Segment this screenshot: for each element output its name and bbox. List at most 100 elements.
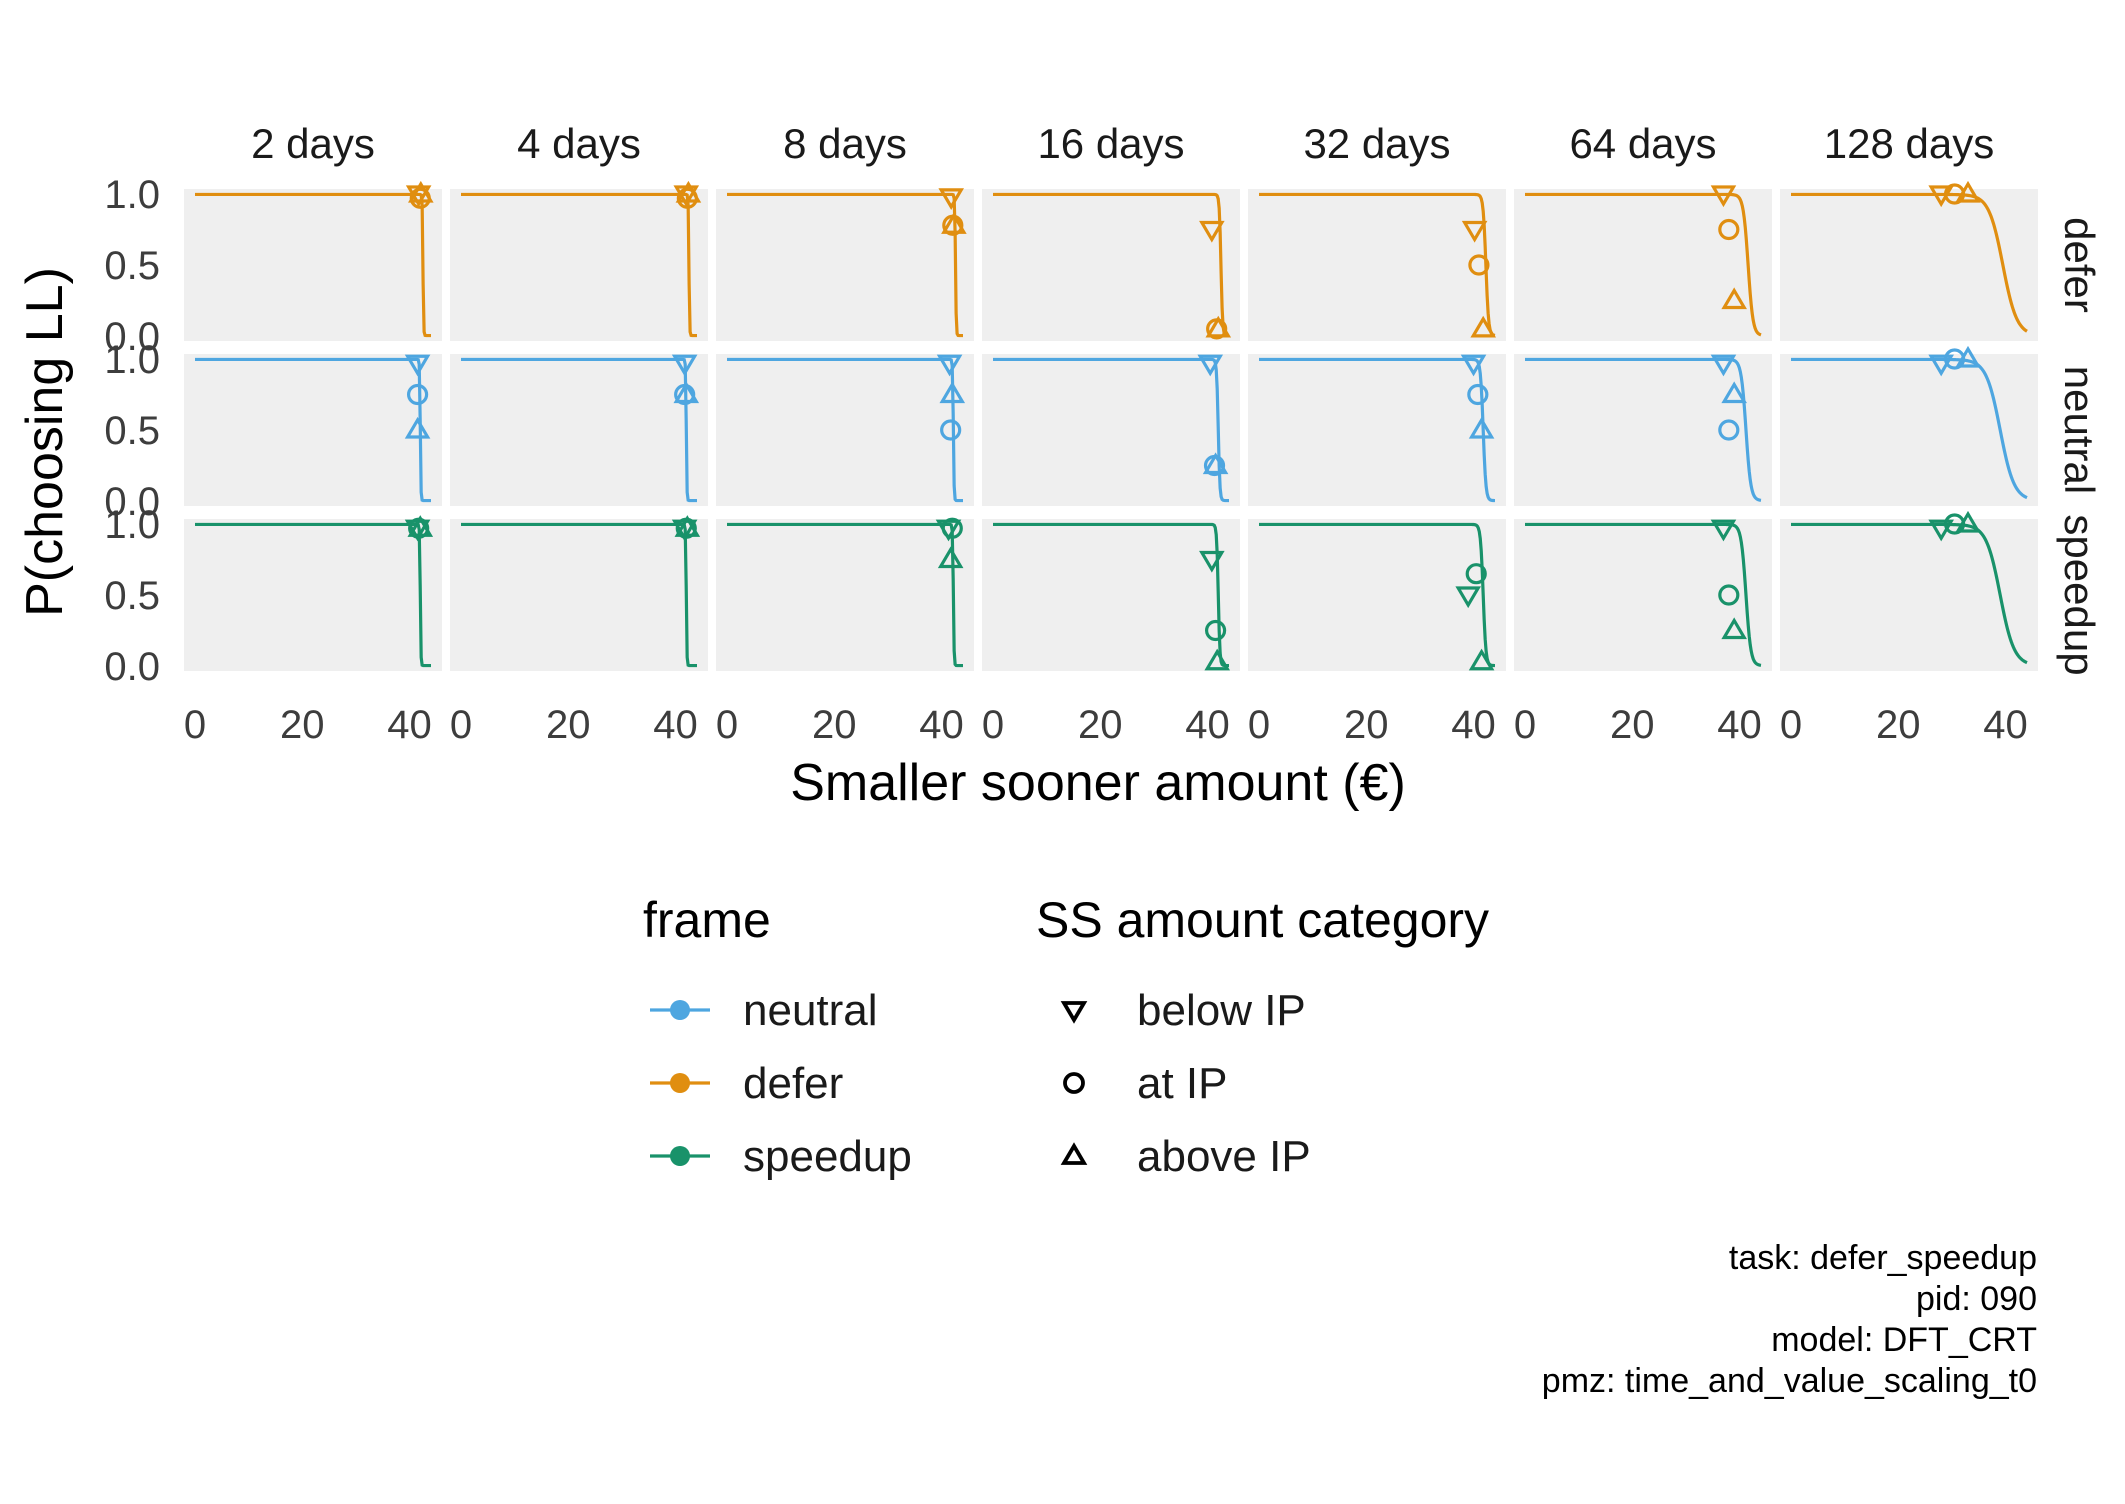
legend-shape-title: SS amount category [1036, 892, 1489, 948]
point-at-ip [1718, 218, 1740, 241]
facet-panel [1514, 189, 1772, 341]
point-above-ip [1955, 510, 1981, 533]
legend-frame-dot-neutral [670, 1000, 690, 1020]
legend-shape-label: below IP [1137, 986, 1306, 1035]
fitted-curve-neutral [461, 357, 697, 503]
x-tick-label: 20 [1344, 703, 1389, 747]
facet-column-label: 16 days [1037, 120, 1184, 167]
x-tick-label: 0 [1780, 703, 1802, 747]
point-below-ip [1710, 519, 1737, 542]
facet-panel [184, 519, 442, 671]
fitted-curve-neutral [993, 357, 1229, 503]
point-below-ip [1199, 220, 1225, 243]
caption-task: task: defer_speedup [1728, 1239, 2037, 1277]
fitted-curve-speedup [195, 522, 431, 668]
point-above-ip [941, 212, 967, 234]
fitted-curve-neutral [727, 357, 963, 503]
fitted-curve-speedup [993, 522, 1229, 668]
point-at-ip [1468, 254, 1490, 276]
x-tick-label: 0 [1514, 703, 1536, 747]
point-at-ip [406, 383, 429, 406]
facet-panel [1514, 519, 1772, 671]
fitted-curve-neutral [1259, 357, 1496, 503]
x-tick-label: 20 [1078, 703, 1123, 747]
fitted-curve-defer [727, 192, 963, 338]
facet-panel [1780, 354, 2038, 506]
point-above-ip [1468, 416, 1495, 439]
legend-frame-dot-speedup [670, 1146, 690, 1166]
facet-panel [184, 354, 442, 506]
facet-panel [450, 189, 708, 341]
fitted-curve-speedup [1259, 522, 1496, 668]
facet-panel [716, 189, 974, 341]
fitted-curve-defer [1525, 192, 1762, 337]
fitted-curve-speedup [727, 522, 963, 668]
facet-panel [716, 354, 974, 506]
y-axis-title: P(choosing LL) [16, 267, 74, 617]
point-at-ip [1718, 584, 1740, 606]
y-tick-label: 1.0 [104, 338, 160, 382]
facet-column-label: 4 days [517, 120, 641, 167]
facet-panel [982, 519, 1240, 671]
fitted-curve-neutral [1791, 357, 2028, 500]
fitted-curve-defer [993, 192, 1230, 338]
fitted-curve-speedup [1525, 522, 1762, 667]
facet-row-label: speedup [2056, 514, 2103, 675]
point-above-ip [407, 515, 434, 537]
caption: task: defer_speedup pid: 090 model: DFT_… [1542, 1238, 2037, 1402]
y-tick-label: 0.5 [104, 409, 160, 453]
caption-pid: pid: 090 [1916, 1280, 2037, 1318]
facet-panel [1780, 189, 2038, 341]
point-above-ip [404, 416, 431, 439]
facet-column-label: 2 days [251, 120, 375, 167]
x-tick-label: 40 [1983, 703, 2028, 747]
caption-pmz: pmz: time_and_value_scaling_t0 [1541, 1362, 2037, 1400]
facet-panel [1780, 519, 2038, 671]
facet-row-label: defer [2056, 217, 2103, 313]
x-tick-label: 40 [653, 703, 698, 747]
facet-panel [1248, 354, 1506, 506]
point-below-ip [671, 354, 698, 377]
x-tick-label: 40 [919, 703, 964, 747]
point-above-ip [1468, 648, 1495, 671]
facet-panel [982, 354, 1240, 506]
x-tick-label: 0 [1248, 703, 1270, 747]
facet-panel [716, 519, 974, 671]
point-below-ip [936, 354, 963, 377]
point-at-ip [941, 517, 963, 539]
point-below-ip [1460, 354, 1487, 377]
x-tick-label: 0 [450, 703, 472, 747]
legend-frame-title: frame [643, 892, 771, 948]
point-above-ip [1955, 180, 1981, 203]
point-above-ip [1470, 315, 1496, 338]
legend-frame-label-speedup: speedup [743, 1132, 912, 1181]
x-tick-label: 20 [546, 703, 591, 747]
legend-shape-circle [1063, 1072, 1085, 1094]
point-below-ip [1461, 220, 1488, 243]
legend-shape-triangle-down [1060, 1001, 1088, 1024]
y-tick-label: 0.5 [104, 244, 160, 288]
fitted-curve-neutral [195, 357, 431, 503]
facet-column-label: 32 days [1303, 120, 1450, 167]
point-above-ip [939, 381, 966, 404]
point-below-ip [404, 354, 431, 377]
point-above-ip [1202, 452, 1229, 475]
caption-model: model: DFT_CRT [1771, 1321, 2037, 1359]
point-above-ip [1955, 345, 1981, 368]
point-at-ip [1718, 419, 1740, 441]
point-at-ip [1467, 383, 1489, 406]
fitted-curve-defer [1791, 192, 2028, 333]
point-above-ip [674, 515, 701, 537]
point-below-ip [1710, 185, 1737, 208]
fitted-curve-defer [195, 192, 431, 338]
facet-column-label: 64 days [1569, 120, 1716, 167]
fitted-curve-defer [1259, 192, 1496, 337]
point-above-ip [673, 381, 700, 404]
point-above-ip [408, 180, 434, 203]
y-tick-label: 1.0 [104, 173, 160, 217]
y-tick-label: 0.5 [104, 574, 160, 618]
point-below-ip [1199, 550, 1225, 573]
point-at-ip [940, 419, 962, 441]
point-below-ip [1710, 354, 1737, 377]
